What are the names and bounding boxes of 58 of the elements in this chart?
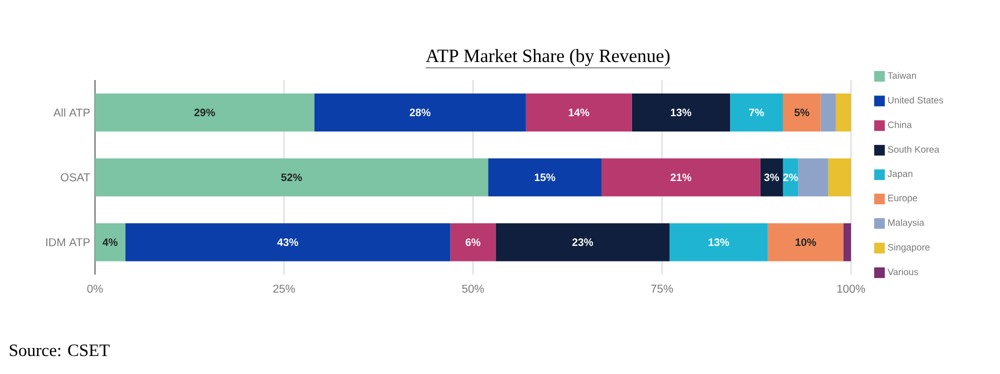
bar [125, 223, 450, 262]
bar [314, 93, 526, 132]
bar [95, 158, 488, 196]
bar [843, 223, 851, 262]
bar [836, 93, 851, 132]
y-tick-label: IDM ATP [46, 238, 90, 246]
bar [488, 158, 602, 196]
x-tick-label: 75% [651, 284, 673, 293]
bar [95, 223, 126, 262]
data-label: 52% [281, 174, 302, 182]
legend-label: Singapore [888, 244, 930, 252]
x-tick-label: 50% [462, 284, 484, 293]
data-label: 23% [572, 238, 594, 246]
data-label: 6% [466, 238, 480, 246]
bar [670, 223, 768, 262]
x-tick-label: 25% [273, 284, 295, 293]
bar [820, 93, 836, 132]
data-label: 10% [796, 238, 816, 246]
chart-title: ATP Market Share (by Revenue) [426, 49, 670, 66]
x-tick-label: 100% [837, 284, 866, 293]
bar [602, 158, 760, 196]
bar [526, 93, 632, 132]
x-tick-label: 0% [87, 284, 103, 293]
bar [782, 93, 821, 132]
data-label: 4% [102, 238, 118, 246]
bar [95, 93, 314, 132]
data-label: 7% [749, 108, 764, 116]
legend-label: South Korea [888, 146, 940, 153]
bar [768, 223, 844, 262]
data-label: 21% [670, 174, 692, 182]
data-label: 28% [410, 108, 430, 116]
source-note: Source: CSET [10, 344, 110, 356]
legend-label: Malaysia [888, 219, 924, 228]
bar [760, 158, 783, 196]
data-label: 43% [277, 238, 298, 246]
data-label: 13% [708, 238, 730, 246]
legend-label: Various [888, 268, 918, 276]
data-label: 29% [194, 108, 216, 116]
data-label: 14% [568, 108, 590, 116]
legend-label: China [888, 121, 912, 128]
bar [798, 158, 828, 196]
data-label: 5% [794, 108, 810, 116]
bar [828, 158, 851, 196]
bar [496, 223, 670, 262]
data-label: 2% [783, 174, 798, 182]
bar [632, 93, 730, 132]
y-tick-label: All ATP [53, 108, 90, 117]
bar [450, 223, 496, 262]
y-tick-label: OSAT [60, 173, 90, 182]
data-label: 3% [764, 174, 780, 182]
bar [730, 93, 783, 132]
legend-label: United States [888, 96, 944, 104]
legend-label: Taiwan [888, 72, 916, 79]
data-label: 15% [534, 174, 556, 182]
legend-label: Japan [888, 170, 912, 179]
data-label: 13% [670, 108, 692, 116]
legend-label: Europe [888, 194, 918, 204]
bar [782, 158, 798, 196]
